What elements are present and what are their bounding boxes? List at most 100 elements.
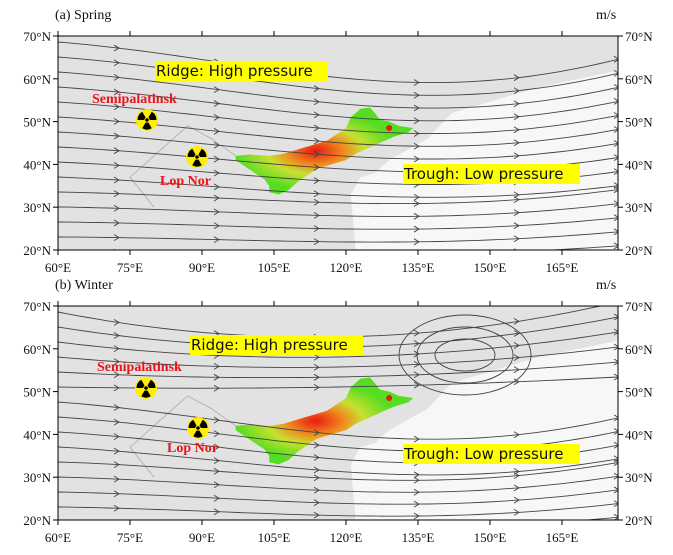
streamline [58,86,618,122]
icon-center [144,386,148,390]
streamline [58,346,618,368]
icon-blade [141,390,151,398]
lat-tick-label-left: 50°N [23,385,51,400]
vortex-streamline [434,338,496,372]
streamline [58,203,618,217]
radiation-hazard-icon [136,109,158,131]
hotspot [386,395,393,402]
lat-tick-label-left: 30°N [23,200,51,215]
flow-arrow [613,154,618,161]
icon-blade [198,148,207,158]
flow-arrow [613,55,618,63]
flow-arrow [314,525,319,531]
icon-blade [148,111,157,121]
lat-tick-label-right: 40°N [625,427,653,442]
unit-label: m/s [596,278,616,293]
flow-arrow [214,251,219,257]
streamline [58,189,618,205]
lon-tick-label: 90°E [189,530,215,545]
flow-arrow [613,98,618,105]
lat-tick-label-right: 60°N [625,72,653,87]
icon-blade [147,379,156,389]
lon-tick-label: 150°E [474,530,507,545]
streamline [58,56,618,96]
lon-tick-label: 75°E [117,260,143,275]
streamline [58,131,618,160]
icon-blade [142,122,152,130]
icon-center [196,426,200,430]
icon-center [195,155,199,159]
map-panel-spring: 70°N 70°N 60°N 60°N 50°N 50°N 40°N 40°N 30°N 30°N… [23,8,653,275]
trough-label-highlight [403,444,580,464]
lat-tick-label-left: 20°N [23,513,51,528]
lon-tick-label: 60°E [45,260,71,275]
flow-arrow [214,522,219,528]
lon-tick-label: 165°E [546,260,579,275]
trough-label: Trough: Low pressure [403,165,563,183]
flow-arrow [613,343,618,351]
lon-tick-label: 105°E [258,530,291,545]
streamline [58,331,618,358]
concentration-field [235,377,414,465]
flow-arrow [613,328,618,336]
unit-label: m/s [596,8,616,23]
lat-tick-label-right: 30°N [625,200,653,215]
lon-tick-label: 75°E [117,530,143,545]
lat-tick-label-left: 40°N [23,157,51,172]
lat-tick-label-left: 70°N [23,299,51,314]
flow-arrow [613,200,618,208]
vortex-streamline [416,326,514,384]
streamline [58,503,618,517]
flow-arrow [613,358,618,366]
streamline [58,401,618,440]
hotspot [386,125,393,132]
radiation-hazard-icon [135,377,157,399]
site-label-semipalatinsk: Semipalatinsk [97,360,182,375]
ridge-label-highlight [155,61,328,81]
lat-tick-label-right: 50°N [625,115,653,130]
flow-arrow [613,513,618,520]
flow-arrow [613,500,618,507]
flow-arrow [613,428,618,435]
lon-tick-label: 105°E [258,260,291,275]
map-frame [57,305,619,521]
flow-arrow [514,522,519,528]
streamline [58,489,618,505]
radiation-hazard-icon [187,417,209,439]
ocean [350,70,618,250]
ridge-label: Ridge: High pressure [156,62,313,80]
lat-tick-label-right: 50°N [625,385,653,400]
lon-tick-label: 60°E [45,530,71,545]
icon-blade [199,419,208,429]
lat-tick-label-left: 40°N [23,427,51,442]
lat-tick-label-left: 60°N [23,72,51,87]
icon-blade [188,419,197,428]
panel-title: (a) Spring [55,8,111,23]
flow-arrow [613,69,618,77]
icon-blade [136,379,145,388]
flow-arrow [613,313,618,321]
trough-label: Trough: Low pressure [403,445,563,463]
flow-arrow [613,140,618,147]
lat-tick-label-left: 60°N [23,342,51,357]
flow-arrow [614,299,619,305]
streamline [58,71,618,109]
ridge-label: Ridge: High pressure [191,336,348,354]
site-label-lop-nor: Lop Nor [167,441,218,456]
vortex-streamline [398,314,532,396]
lon-tick-label: 120°E [330,260,363,275]
streamline [58,446,618,476]
flow-arrow [113,519,116,520]
panel-title: (b) Winter [55,278,113,293]
lon-tick-label: 150°E [474,260,507,275]
lat-tick-label-right: 70°N [625,29,653,44]
lon-tick-label: 90°E [189,260,215,275]
flow-arrow [613,486,618,494]
streamline [58,461,618,481]
flow-arrow [613,441,618,449]
streamline [58,217,618,230]
lat-tick-label-left: 70°N [23,29,51,44]
lat-tick-label-right: 20°N [625,513,653,528]
flow-arrow [613,459,618,466]
